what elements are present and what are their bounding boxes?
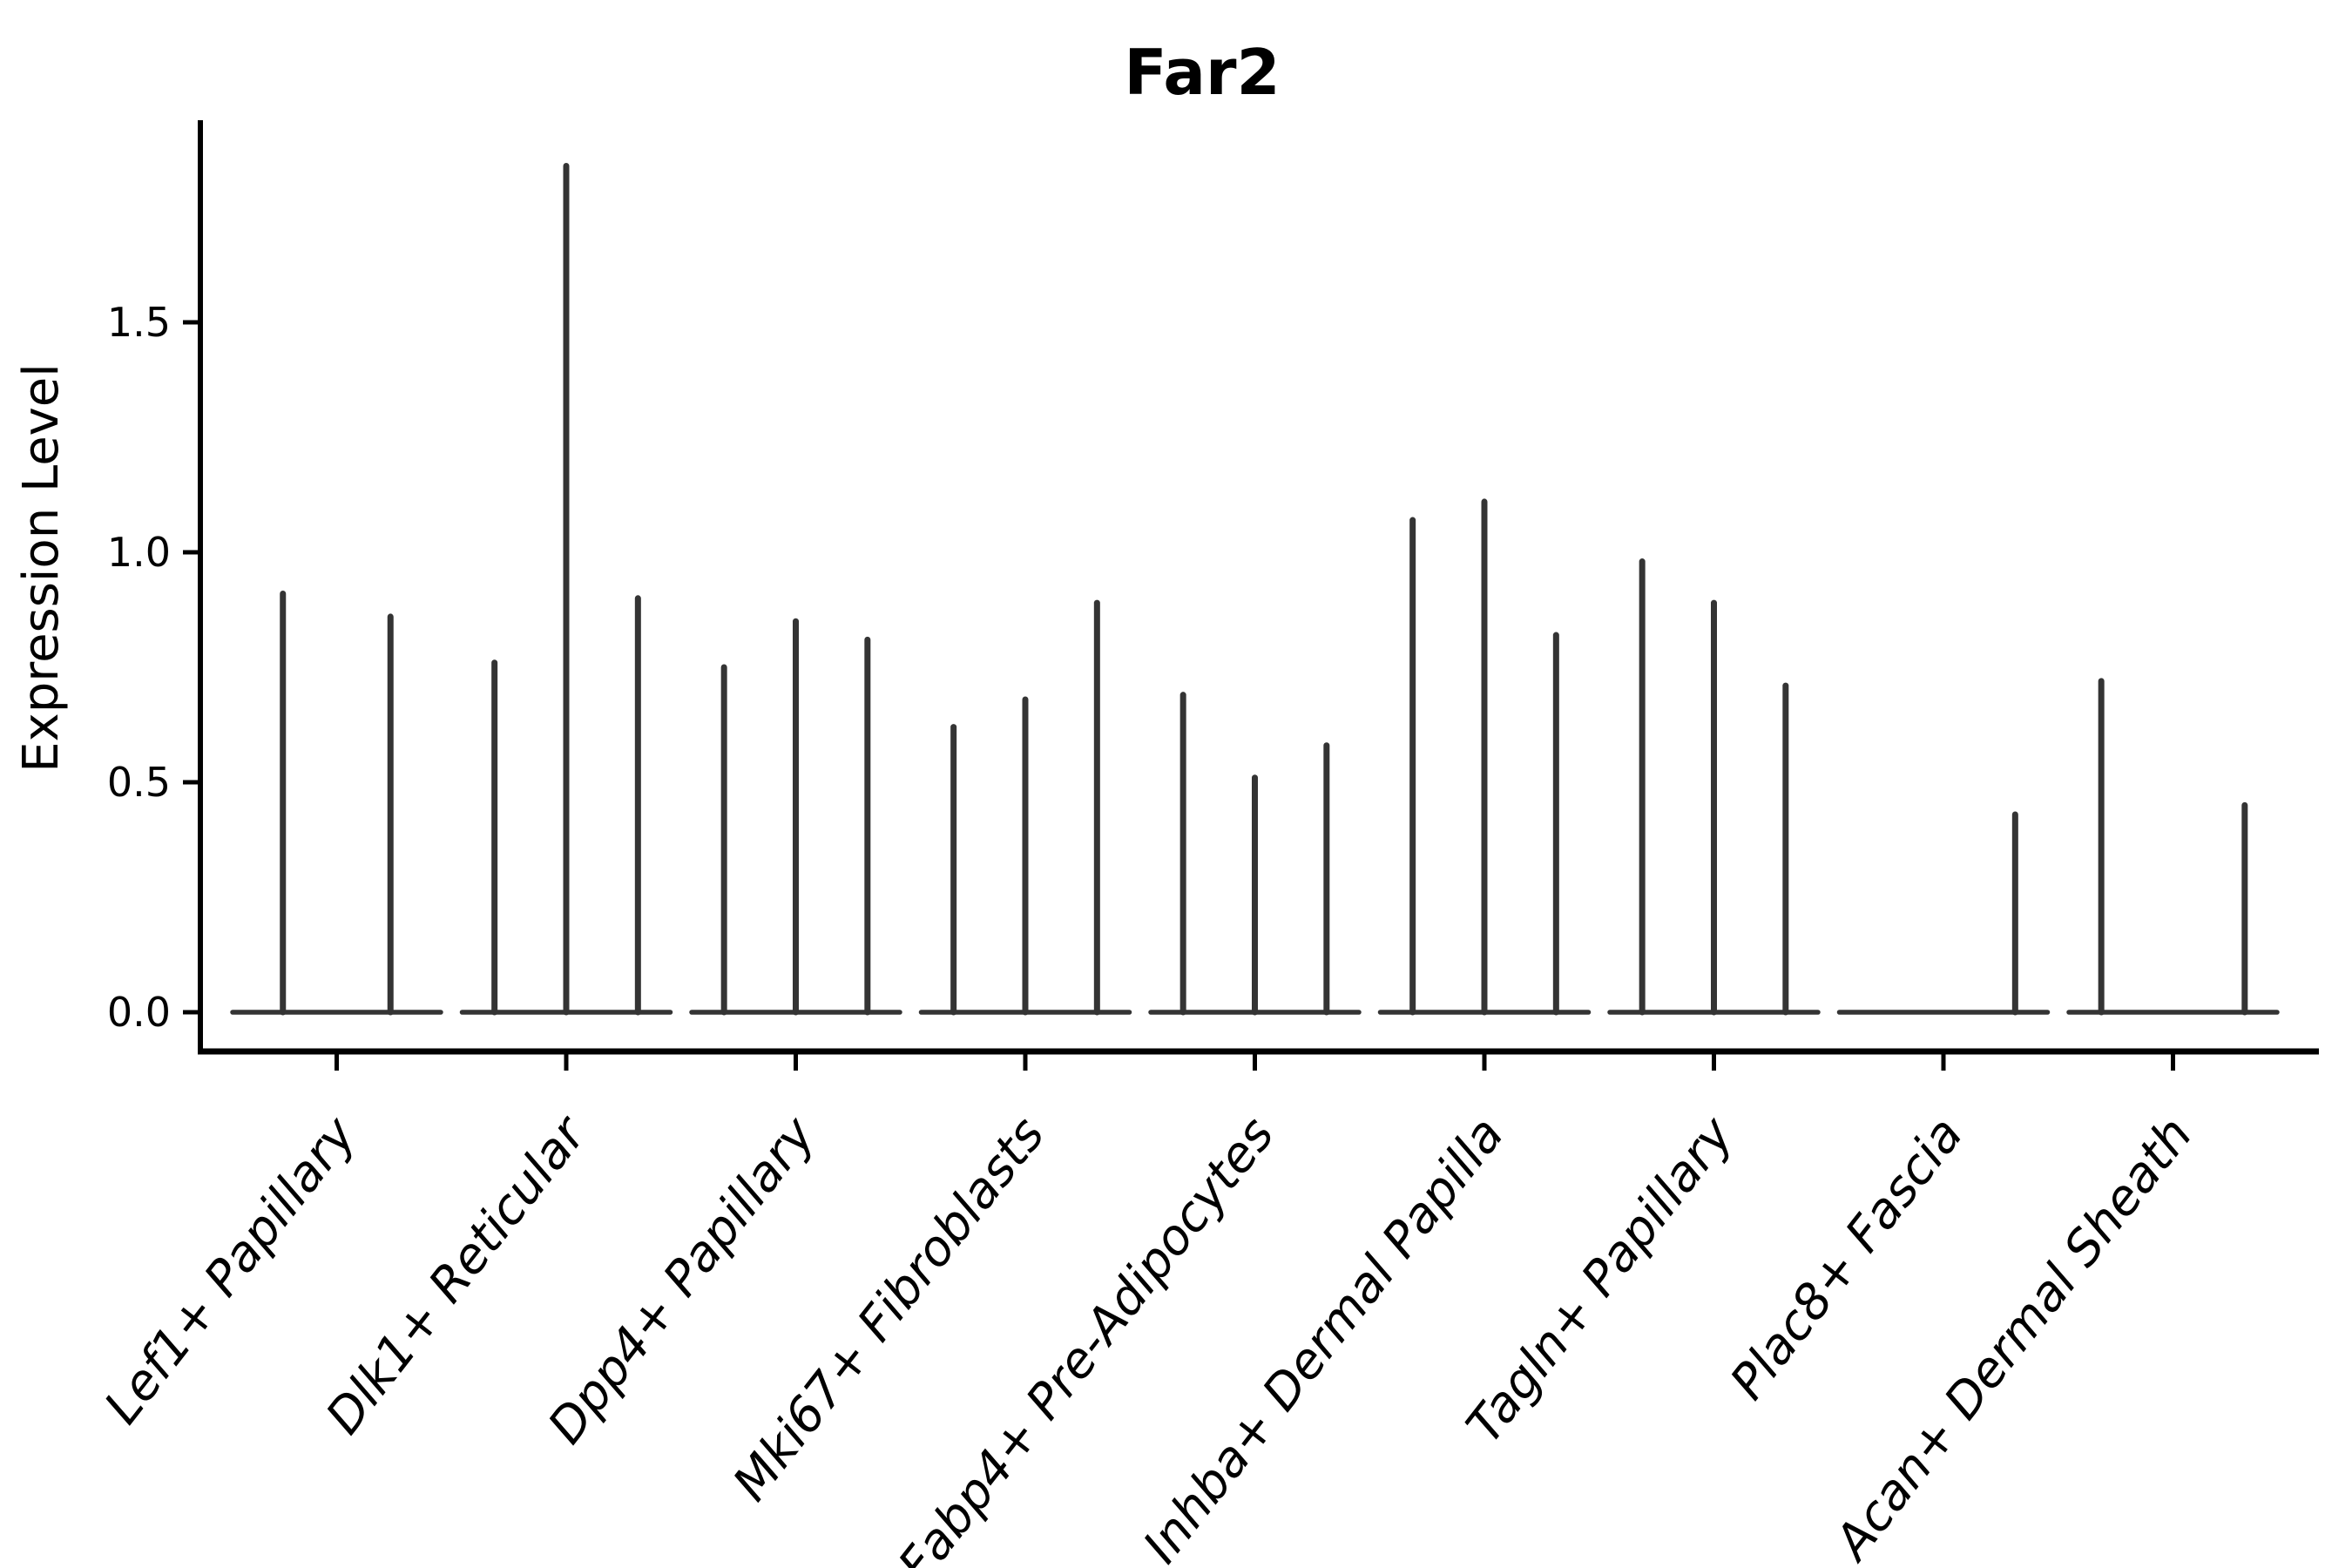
y-axis-label: Expression Level	[13, 363, 70, 773]
y-tick-label: 0.5	[107, 759, 171, 806]
x-tick-label: Dlk1+ Reticular	[315, 1105, 598, 1444]
chart-title: Far2	[1124, 36, 1280, 109]
y-tick-label: 1.0	[107, 529, 171, 576]
x-tick-label: Lef1+ Papillary	[94, 1106, 368, 1435]
y-tick-label: 1.5	[107, 299, 171, 346]
y-tick-label: 0.0	[107, 989, 171, 1036]
x-tick-label: Plac8+ Fascia	[1720, 1107, 1974, 1410]
